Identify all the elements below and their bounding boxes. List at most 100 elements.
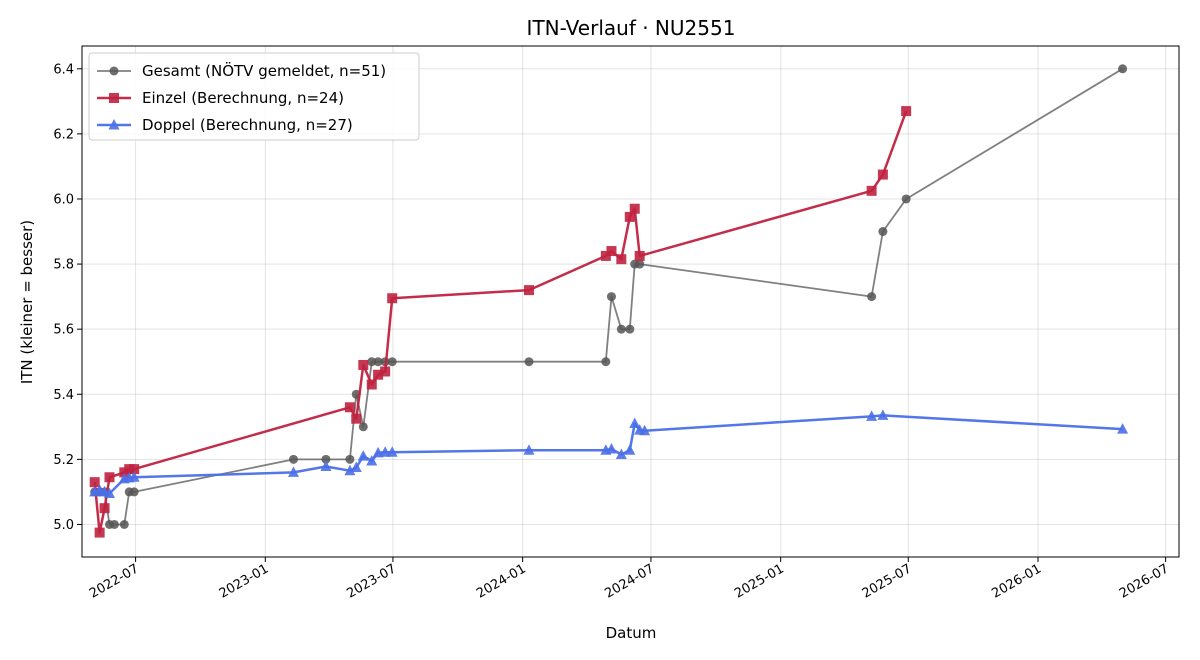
- data-point: [624, 444, 636, 455]
- legend-entry: Einzel (Berechnung, n=24): [97, 89, 344, 107]
- legend-entry: Doppel (Berechnung, n=27): [97, 116, 353, 134]
- x-tick-label: 2026-01: [989, 561, 1044, 601]
- data-point: [344, 402, 355, 413]
- data-point: [109, 519, 119, 529]
- data-point: [344, 464, 356, 476]
- y-tick-label: 5.0: [53, 518, 74, 533]
- x-axis-label: Datum: [606, 624, 657, 642]
- data-point: [867, 292, 877, 302]
- x-tick-label: 2023-07: [344, 561, 399, 601]
- x-tick-label: 2023-01: [217, 561, 272, 601]
- data-point: [103, 487, 115, 499]
- series-triangle: [89, 409, 1129, 499]
- data-point: [625, 324, 635, 334]
- data-point: [387, 357, 397, 367]
- data-point: [94, 527, 105, 538]
- series-layer: [89, 64, 1129, 538]
- data-point: [357, 450, 369, 461]
- data-point: [379, 446, 391, 457]
- y-tick-label: 5.6: [53, 323, 74, 338]
- data-point: [321, 454, 331, 464]
- data-point: [128, 471, 140, 482]
- legend-marker: [109, 66, 119, 76]
- data-point: [320, 460, 332, 472]
- data-point: [289, 454, 299, 464]
- data-point: [129, 464, 140, 475]
- data-point: [901, 106, 912, 117]
- data-point: [605, 442, 617, 454]
- data-point: [1118, 64, 1128, 74]
- data-point: [606, 292, 616, 302]
- y-tick-label: 6.2: [53, 127, 74, 142]
- data-point: [635, 259, 645, 269]
- data-point: [387, 293, 398, 304]
- data-point: [358, 422, 368, 432]
- data-point: [878, 227, 888, 237]
- data-point: [629, 417, 641, 429]
- y-tick-label: 5.2: [53, 453, 74, 468]
- data-point: [358, 359, 369, 370]
- data-point: [350, 461, 362, 472]
- data-point: [606, 246, 617, 257]
- series-line: [93, 110, 908, 534]
- legend-label: Doppel (Berechnung, n=27): [142, 116, 353, 134]
- x-tick-label: 2025-01: [732, 561, 787, 601]
- legend: Gesamt (NÖTV gemeldet, n=51) Einzel (Bere…: [88, 52, 420, 141]
- data-point: [99, 503, 110, 514]
- x-tick-label: 2026-07: [1117, 561, 1172, 601]
- y-tick-label: 6.0: [53, 192, 74, 207]
- data-point: [373, 357, 383, 367]
- data-point: [523, 285, 534, 296]
- legend-box: [88, 52, 420, 141]
- legend-marker: [109, 93, 119, 103]
- data-point: [624, 211, 635, 222]
- y-tick-label: 5.8: [53, 258, 74, 273]
- data-point: [523, 444, 535, 455]
- legend-marker: [108, 119, 120, 130]
- data-point: [629, 203, 640, 214]
- y-axis: 5.0 5.2 5.4 5.6 5.8 6.0 6.2 6.4: [53, 62, 82, 533]
- plot-frame: [81, 45, 1180, 558]
- data-point: [351, 413, 362, 424]
- series-square: [89, 106, 912, 538]
- data-point: [366, 379, 377, 390]
- data-point: [89, 477, 100, 488]
- data-point: [129, 487, 139, 497]
- data-point: [104, 472, 115, 483]
- data-point: [866, 185, 877, 196]
- data-point: [615, 448, 627, 459]
- x-tick-label: 2022-07: [87, 561, 142, 601]
- data-point: [616, 254, 627, 265]
- data-point: [345, 454, 355, 464]
- data-point: [901, 194, 911, 204]
- data-point: [366, 454, 378, 466]
- data-point: [524, 357, 534, 367]
- y-tick-label: 5.4: [53, 388, 74, 403]
- data-point: [367, 357, 377, 367]
- data-point: [386, 446, 398, 457]
- legend-entry: Gesamt (NÖTV gemeldet, n=51): [97, 61, 386, 80]
- data-point: [1117, 423, 1129, 434]
- data-point: [866, 410, 878, 421]
- data-point: [601, 357, 611, 367]
- y-tick-label: 6.4: [53, 62, 74, 77]
- legend-label: Einzel (Berechnung, n=24): [142, 89, 344, 107]
- data-point: [600, 250, 611, 261]
- data-point: [616, 324, 626, 334]
- data-point: [639, 424, 651, 436]
- data-point: [288, 466, 300, 477]
- x-tick-label: 2025-07: [860, 561, 915, 601]
- x-axis: 2022-07 2023-01 2023-07 2024-01 2024-07 2025-…: [87, 557, 1172, 602]
- x-tick-label: 2024-01: [474, 561, 529, 601]
- x-tick-label: 2024-07: [602, 561, 657, 601]
- data-point: [119, 519, 129, 529]
- data-point: [877, 409, 889, 420]
- data-point: [877, 169, 888, 180]
- y-axis-label: ITN (kleiner = besser): [18, 220, 36, 384]
- data-point: [380, 366, 391, 377]
- data-point: [373, 369, 384, 380]
- legend-label: Gesamt (NÖTV gemeldet, n=51): [142, 61, 386, 80]
- data-point: [634, 250, 645, 261]
- chart-title: ITN-Verlauf · NU2551: [527, 16, 736, 40]
